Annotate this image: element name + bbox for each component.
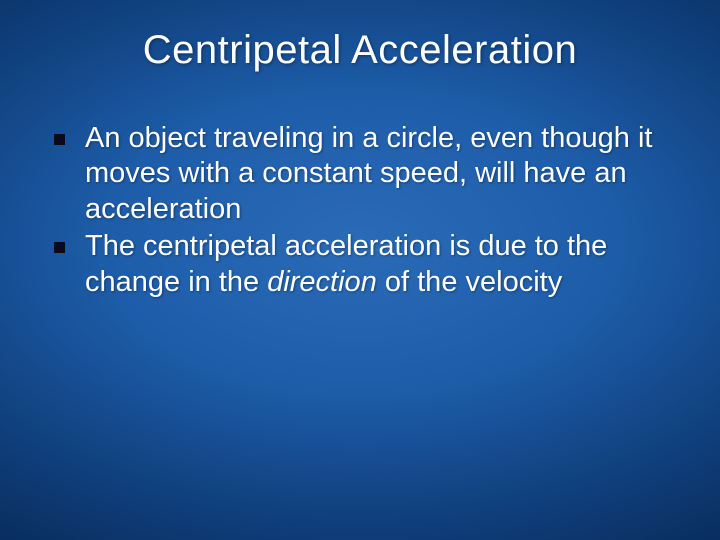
- square-bullet-icon: [54, 242, 65, 253]
- bullet-item: The centripetal acceleration is due to t…: [54, 229, 690, 300]
- slide-body: An object traveling in a circle, even th…: [0, 121, 720, 300]
- square-bullet-icon: [54, 134, 65, 145]
- bullet-text: An object traveling in a circle, even th…: [85, 121, 690, 227]
- bullet-item: An object traveling in a circle, even th…: [54, 121, 690, 227]
- bullet-text: The centripetal acceleration is due to t…: [85, 229, 690, 300]
- slide: Centripetal Acceleration An object trave…: [0, 0, 720, 540]
- slide-title: Centripetal Acceleration: [0, 0, 720, 73]
